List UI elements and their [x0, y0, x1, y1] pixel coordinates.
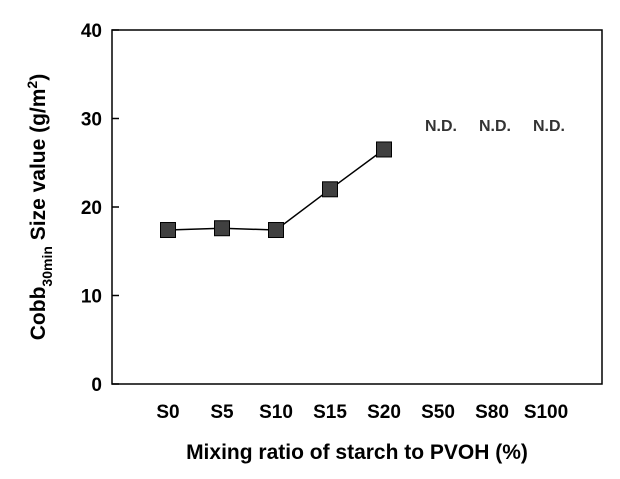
x-tick-label: S0: [156, 402, 179, 423]
y-tick-label: 0: [91, 375, 102, 396]
data-point-marker: [376, 141, 392, 158]
x-axis-title: Mixing ratio of starch to PVOH (%): [186, 441, 528, 464]
nd-annotation: N.D.: [479, 118, 511, 135]
series-plot: [160, 141, 392, 239]
x-tick-label: S20: [367, 402, 401, 423]
x-tick-label: S5: [210, 402, 234, 423]
x-axis: S0 S5 S10 S15 S20 S50 S80 S100: [156, 402, 568, 423]
y-axis-title-main: Cobb: [27, 287, 50, 341]
x-tick-label: S80: [475, 402, 509, 423]
data-point-marker: [322, 181, 338, 198]
nd-annotation: N.D.: [425, 118, 457, 135]
annotations: N.D. N.D. N.D.: [425, 118, 565, 135]
data-point-marker: [160, 222, 176, 239]
x-tick-label: S100: [524, 402, 568, 423]
y-tick-label: 20: [81, 198, 102, 219]
y-axis-title-superscript: 2: [24, 81, 40, 89]
y-axis: 0 10 20 30 40: [81, 21, 119, 396]
y-axis-title-subscript: 30min: [39, 246, 55, 286]
series-line: [167, 148, 385, 231]
plot-frame: [111, 29, 603, 385]
x-tick-label: S50: [421, 402, 455, 423]
y-tick-label: 10: [81, 287, 102, 308]
y-axis-title-rest: Size value (g/m: [27, 89, 50, 247]
y-tick-label: 40: [81, 21, 102, 42]
nd-annotation: N.D.: [533, 118, 565, 135]
y-axis-title-end: ): [27, 74, 50, 81]
x-tick-label: S10: [259, 402, 293, 423]
y-axis-title: Cobb30min Size value (g/m2): [24, 74, 55, 340]
x-tick-label: S15: [313, 402, 347, 423]
data-point-marker: [268, 222, 284, 239]
data-point-marker: [214, 220, 230, 237]
y-tick-label: 30: [81, 110, 102, 131]
